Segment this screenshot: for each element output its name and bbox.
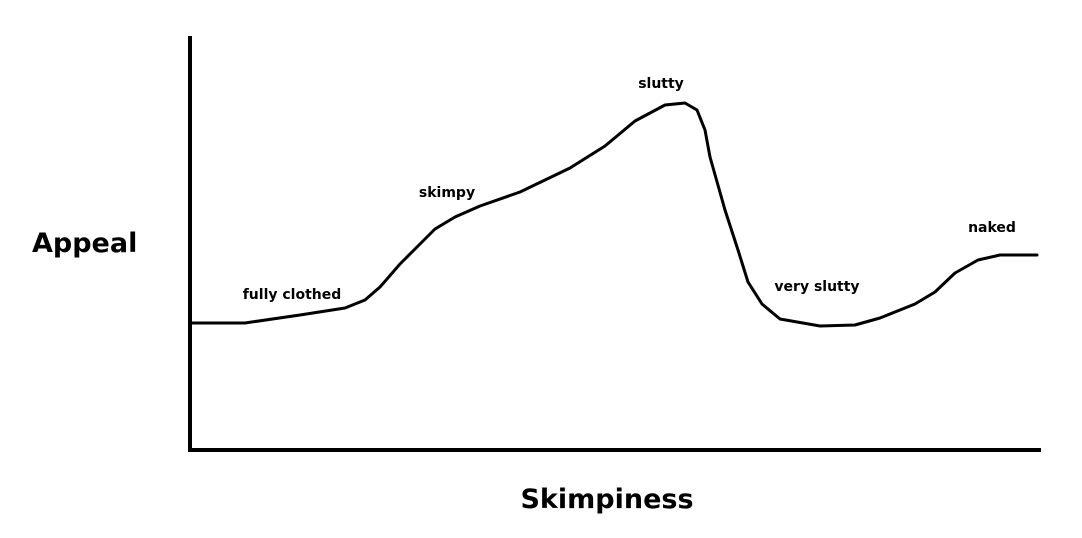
annotation: naked (968, 220, 1016, 236)
annotation: skimpy (419, 185, 475, 201)
annotation: fully clothed (243, 287, 342, 303)
appeal-curve (190, 101, 1039, 328)
x-axis-label: Skimpiness (520, 484, 693, 515)
annotation: very slutty (774, 279, 859, 295)
y-axis-label: Appeal (32, 228, 137, 259)
annotation: slutty (638, 76, 684, 92)
